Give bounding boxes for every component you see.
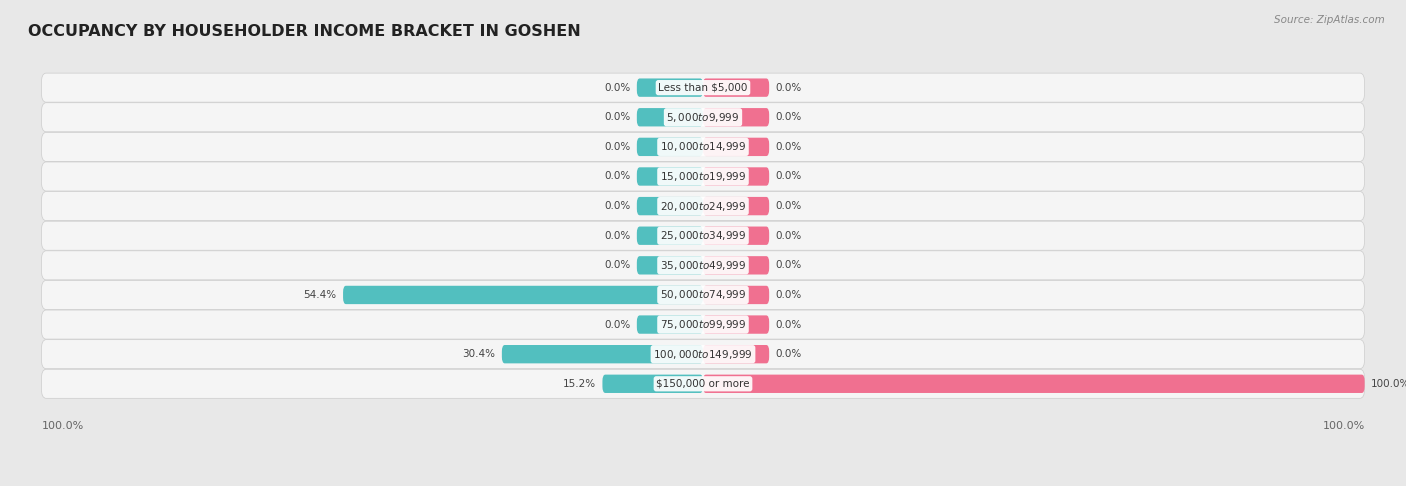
Text: 0.0%: 0.0% xyxy=(605,83,630,93)
FancyBboxPatch shape xyxy=(703,315,769,334)
Text: Source: ZipAtlas.com: Source: ZipAtlas.com xyxy=(1274,15,1385,25)
Text: 0.0%: 0.0% xyxy=(776,112,801,122)
FancyBboxPatch shape xyxy=(637,256,703,275)
Text: 0.0%: 0.0% xyxy=(605,201,630,211)
FancyBboxPatch shape xyxy=(41,369,1365,399)
FancyBboxPatch shape xyxy=(703,226,769,245)
Text: 0.0%: 0.0% xyxy=(605,172,630,181)
Text: $5,000 to $9,999: $5,000 to $9,999 xyxy=(666,111,740,124)
FancyBboxPatch shape xyxy=(637,138,703,156)
FancyBboxPatch shape xyxy=(637,108,703,126)
FancyBboxPatch shape xyxy=(703,108,769,126)
FancyBboxPatch shape xyxy=(703,375,1365,393)
FancyBboxPatch shape xyxy=(41,103,1365,132)
Text: 0.0%: 0.0% xyxy=(776,201,801,211)
Text: 0.0%: 0.0% xyxy=(776,172,801,181)
FancyBboxPatch shape xyxy=(703,286,769,304)
Text: $35,000 to $49,999: $35,000 to $49,999 xyxy=(659,259,747,272)
FancyBboxPatch shape xyxy=(703,78,769,97)
FancyBboxPatch shape xyxy=(637,197,703,215)
Text: 0.0%: 0.0% xyxy=(605,320,630,330)
FancyBboxPatch shape xyxy=(703,138,769,156)
FancyBboxPatch shape xyxy=(41,221,1365,250)
Text: $25,000 to $34,999: $25,000 to $34,999 xyxy=(659,229,747,242)
Text: $100,000 to $149,999: $100,000 to $149,999 xyxy=(654,347,752,361)
Text: 0.0%: 0.0% xyxy=(605,231,630,241)
Text: 30.4%: 30.4% xyxy=(463,349,495,359)
Text: 0.0%: 0.0% xyxy=(605,142,630,152)
Text: 100.0%: 100.0% xyxy=(1371,379,1406,389)
Text: 100.0%: 100.0% xyxy=(41,420,83,431)
Text: 0.0%: 0.0% xyxy=(776,83,801,93)
Text: $10,000 to $14,999: $10,000 to $14,999 xyxy=(659,140,747,154)
Text: 100.0%: 100.0% xyxy=(1323,420,1365,431)
FancyBboxPatch shape xyxy=(41,310,1365,339)
FancyBboxPatch shape xyxy=(602,375,703,393)
Text: OCCUPANCY BY HOUSEHOLDER INCOME BRACKET IN GOSHEN: OCCUPANCY BY HOUSEHOLDER INCOME BRACKET … xyxy=(28,24,581,39)
FancyBboxPatch shape xyxy=(637,315,703,334)
Text: 0.0%: 0.0% xyxy=(776,349,801,359)
FancyBboxPatch shape xyxy=(41,251,1365,280)
Text: 0.0%: 0.0% xyxy=(776,260,801,270)
FancyBboxPatch shape xyxy=(703,197,769,215)
Text: 0.0%: 0.0% xyxy=(776,320,801,330)
Text: $75,000 to $99,999: $75,000 to $99,999 xyxy=(659,318,747,331)
FancyBboxPatch shape xyxy=(41,73,1365,102)
FancyBboxPatch shape xyxy=(41,340,1365,369)
FancyBboxPatch shape xyxy=(41,132,1365,161)
Text: $50,000 to $74,999: $50,000 to $74,999 xyxy=(659,289,747,301)
Text: 0.0%: 0.0% xyxy=(776,231,801,241)
FancyBboxPatch shape xyxy=(637,167,703,186)
FancyBboxPatch shape xyxy=(41,191,1365,221)
Text: 0.0%: 0.0% xyxy=(605,112,630,122)
Text: $150,000 or more: $150,000 or more xyxy=(657,379,749,389)
Text: 0.0%: 0.0% xyxy=(776,142,801,152)
FancyBboxPatch shape xyxy=(502,345,703,364)
Text: 15.2%: 15.2% xyxy=(562,379,596,389)
FancyBboxPatch shape xyxy=(703,167,769,186)
FancyBboxPatch shape xyxy=(41,162,1365,191)
FancyBboxPatch shape xyxy=(703,345,769,364)
Text: Less than $5,000: Less than $5,000 xyxy=(658,83,748,93)
Text: $20,000 to $24,999: $20,000 to $24,999 xyxy=(659,200,747,212)
Text: 0.0%: 0.0% xyxy=(776,290,801,300)
FancyBboxPatch shape xyxy=(703,256,769,275)
Text: 0.0%: 0.0% xyxy=(605,260,630,270)
FancyBboxPatch shape xyxy=(637,226,703,245)
Text: 54.4%: 54.4% xyxy=(304,290,336,300)
Text: $15,000 to $19,999: $15,000 to $19,999 xyxy=(659,170,747,183)
FancyBboxPatch shape xyxy=(41,280,1365,310)
FancyBboxPatch shape xyxy=(637,78,703,97)
FancyBboxPatch shape xyxy=(343,286,703,304)
